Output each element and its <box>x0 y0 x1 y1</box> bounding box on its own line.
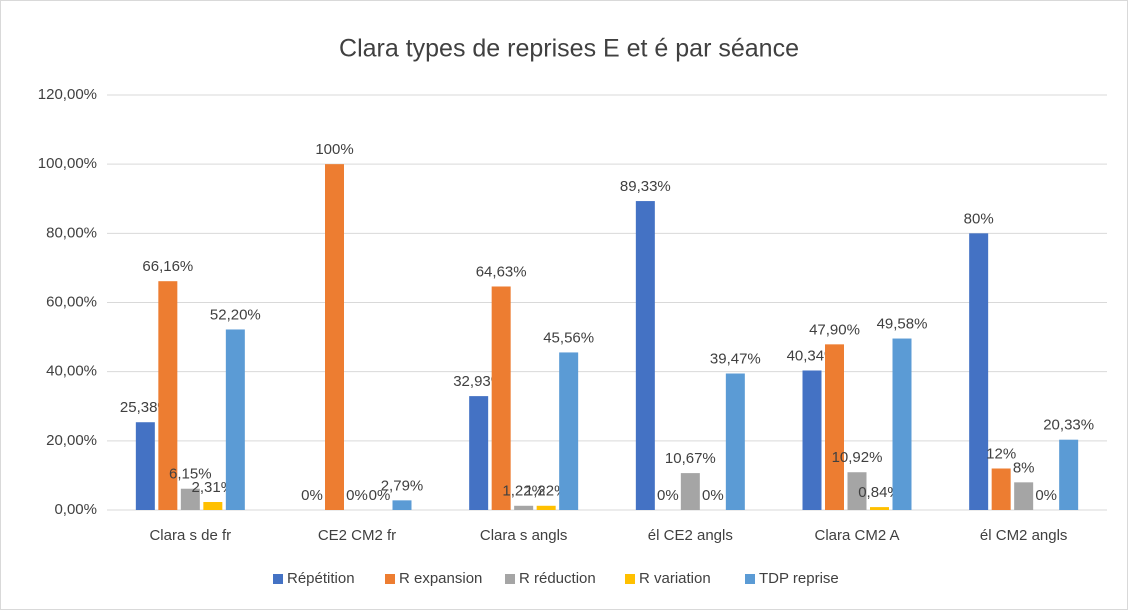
bar <box>325 164 344 510</box>
data-label: 0% <box>301 487 323 504</box>
data-label: 39,47% <box>710 350 761 367</box>
x-tick-label: Clara s de fr <box>149 527 231 544</box>
y-tick-label: 0,00% <box>54 501 97 518</box>
data-label: 80% <box>964 210 994 227</box>
bar <box>559 352 579 510</box>
bar <box>870 507 889 510</box>
data-label: 66,16% <box>142 258 193 275</box>
legend-label: Répétition <box>287 570 355 587</box>
bar <box>158 281 178 510</box>
x-tick-label: él CE2 angls <box>648 527 733 544</box>
data-label: 1,22% <box>525 483 568 500</box>
y-tick-label: 80,00% <box>46 224 97 241</box>
data-label: 0% <box>702 487 724 504</box>
data-label: 40,34% <box>787 347 838 364</box>
legend-label: R réduction <box>519 570 596 587</box>
bar <box>180 488 200 510</box>
data-label: 8% <box>1013 459 1035 476</box>
legend-swatch <box>745 574 755 584</box>
data-label: 32,93% <box>453 373 504 390</box>
bar <box>825 344 844 510</box>
x-tick-label: CE2 CM2 fr <box>318 527 396 544</box>
bar <box>847 472 867 510</box>
legend-label: TDP reprise <box>759 570 839 587</box>
y-tick-label: 120,00% <box>38 86 97 103</box>
y-tick-label: 20,00% <box>46 432 97 449</box>
data-label: 1,22% <box>502 483 545 500</box>
legend-label: R expansion <box>399 570 482 587</box>
data-label: 64,63% <box>476 263 527 280</box>
data-label: 6,15% <box>169 466 212 483</box>
data-label: 0% <box>369 487 391 504</box>
data-label: 47,90% <box>809 321 860 338</box>
bar <box>1014 482 1034 510</box>
bar <box>635 201 655 510</box>
bar <box>491 286 511 510</box>
bar <box>514 505 534 510</box>
bar <box>203 502 223 510</box>
bar <box>892 338 912 510</box>
bar <box>469 396 489 510</box>
x-tick-label: él CM2 angls <box>980 527 1068 544</box>
data-label: 2,79% <box>381 477 424 494</box>
y-tick-label: 100,00% <box>38 155 97 172</box>
data-label: 89,33% <box>620 178 671 195</box>
data-label: 100% <box>315 141 353 158</box>
bar <box>1059 439 1079 510</box>
data-label: 10,67% <box>665 450 716 467</box>
bar <box>802 370 822 510</box>
data-label: 0% <box>657 487 679 504</box>
bar <box>680 473 700 510</box>
data-label: 52,20% <box>210 306 261 323</box>
bar <box>135 422 155 510</box>
legend-swatch <box>385 574 395 584</box>
data-label: 12% <box>986 445 1016 462</box>
data-label: 2,31% <box>192 479 235 496</box>
bar <box>392 500 412 510</box>
chart-title: Clara types de reprises E et é par séanc… <box>339 35 799 63</box>
data-label: 0% <box>1035 487 1057 504</box>
legend-label: R variation <box>639 570 711 587</box>
data-label: 0,84% <box>858 484 901 501</box>
bar <box>969 233 989 511</box>
bar <box>225 329 245 510</box>
y-tick-label: 40,00% <box>46 363 97 380</box>
bar <box>536 505 556 510</box>
x-tick-label: Clara CM2 A <box>814 527 899 544</box>
legend-swatch <box>625 574 635 584</box>
y-tick-label: 60,00% <box>46 293 97 310</box>
legend-swatch <box>505 574 515 584</box>
data-label: 25,38% <box>120 399 171 416</box>
legend-swatch <box>273 574 283 584</box>
x-tick-label: Clara s angls <box>480 527 568 544</box>
data-label: 49,58% <box>877 316 928 333</box>
data-label: 20,33% <box>1043 417 1094 434</box>
bar <box>725 373 745 510</box>
data-label: 45,56% <box>543 329 594 346</box>
data-label: 0% <box>346 487 368 504</box>
data-label: 10,92% <box>832 449 883 466</box>
bar <box>991 468 1011 510</box>
